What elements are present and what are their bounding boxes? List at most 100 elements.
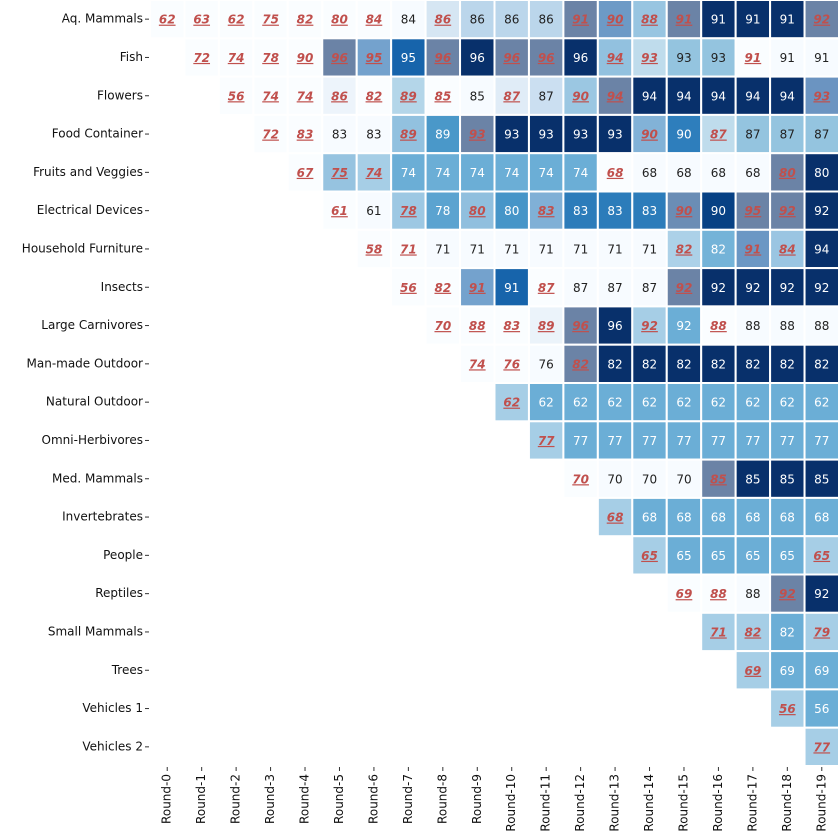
cell-label: 71 xyxy=(573,242,588,256)
cell-label: 96 xyxy=(503,51,520,65)
cell-label: 78 xyxy=(435,204,450,218)
cell-label: 56 xyxy=(400,281,417,295)
cell-label: 83 xyxy=(573,204,588,218)
cell-label: 68 xyxy=(745,166,760,180)
x-tick-label: Round-2 xyxy=(229,774,243,824)
cell-label: 82 xyxy=(780,625,795,639)
cell-label: 74 xyxy=(401,166,416,180)
y-tick-label: Aq. Mammals xyxy=(62,12,143,26)
y-tick-label: Reptiles xyxy=(95,586,143,600)
heatmap-cell xyxy=(700,343,737,385)
cell-label: 56 xyxy=(814,702,829,716)
cell-label: 92 xyxy=(779,204,796,218)
cell-label: 65 xyxy=(813,549,830,563)
heatmap-cell xyxy=(734,267,772,308)
x-tick-label: Round-4 xyxy=(298,774,312,824)
cell-label: 87 xyxy=(780,128,795,142)
heatmap-cell xyxy=(803,228,839,270)
x-tick-label: Round-5 xyxy=(332,774,346,824)
cell-label: 69 xyxy=(780,664,795,678)
cell-label: 93 xyxy=(813,89,830,103)
x-tick-label: Round-1 xyxy=(194,774,208,824)
cell-label: 94 xyxy=(642,89,657,103)
heatmap-cell xyxy=(631,228,668,270)
cell-label: 82 xyxy=(711,357,726,371)
heatmap-cell xyxy=(700,611,737,653)
cell-label: 90 xyxy=(297,51,314,65)
cell-label: 62 xyxy=(573,396,588,410)
cell-label: 74 xyxy=(366,166,383,180)
cell-label: 83 xyxy=(538,204,555,218)
cell-label: 94 xyxy=(780,89,795,103)
cell-label: 68 xyxy=(607,166,624,180)
cell-label: 72 xyxy=(262,128,279,142)
heatmap-cell xyxy=(734,496,772,538)
cell-label: 88 xyxy=(469,319,486,333)
cell-label: 91 xyxy=(745,51,762,65)
cell-label: 91 xyxy=(469,281,486,295)
cell-label: 89 xyxy=(400,89,417,103)
cell-label: 82 xyxy=(642,357,657,371)
cell-label: 92 xyxy=(780,281,795,295)
cell-label: 62 xyxy=(159,13,176,27)
heatmap-cell xyxy=(665,190,703,231)
cell-label: 77 xyxy=(780,434,795,448)
cell-label: 65 xyxy=(711,549,726,563)
cell-label: 87 xyxy=(607,281,622,295)
cell-label: 80 xyxy=(469,204,486,218)
y-tick-label: Household Furniture xyxy=(22,241,143,255)
cell-label: 76 xyxy=(539,357,554,371)
cell-label: 70 xyxy=(572,472,589,486)
cell-label: 80 xyxy=(331,13,348,27)
cell-label: 70 xyxy=(434,319,451,333)
heatmap-cell xyxy=(769,152,806,193)
heatmap-cell xyxy=(562,458,599,499)
cell-label: 70 xyxy=(642,472,657,486)
cell-label: 68 xyxy=(711,511,726,525)
cell-label: 89 xyxy=(400,128,417,142)
cell-label: 96 xyxy=(538,51,555,65)
heatmap-cell xyxy=(527,75,565,116)
cell-label: 82 xyxy=(297,13,314,27)
heatmap-cell xyxy=(665,228,703,270)
cell-label: 82 xyxy=(814,357,829,371)
cell-label: 77 xyxy=(607,434,622,448)
heatmap-cell xyxy=(596,458,634,499)
cell-label: 92 xyxy=(814,281,829,295)
cell-label: 90 xyxy=(676,204,693,218)
heatmap-cell xyxy=(803,458,839,499)
x-tick-label: Round-14 xyxy=(642,774,656,832)
cell-label: 85 xyxy=(710,472,727,486)
cell-label: 74 xyxy=(504,166,519,180)
cell-label: 96 xyxy=(470,51,485,65)
y-tick-label: Man-made Outdoor xyxy=(27,356,144,370)
y-tick-label: Food Container xyxy=(52,127,143,141)
heatmap-cell xyxy=(631,113,668,155)
cell-label: 88 xyxy=(814,319,829,333)
cell-label: 93 xyxy=(711,51,726,65)
heatmap-cell xyxy=(700,37,737,78)
cell-label: 68 xyxy=(642,511,657,525)
heatmap-cell xyxy=(734,343,772,385)
cell-label: 87 xyxy=(642,281,657,295)
cell-label: 90 xyxy=(711,204,726,218)
cell-label: 92 xyxy=(814,587,829,601)
cell-label: 74 xyxy=(573,166,588,180)
cell-label: 82 xyxy=(745,357,760,371)
heatmap-cell xyxy=(390,0,427,40)
cell-label: 90 xyxy=(641,128,658,142)
cell-label: 88 xyxy=(710,587,727,601)
heatmap-cell xyxy=(665,573,703,614)
cell-label: 94 xyxy=(676,89,691,103)
heatmap-cell xyxy=(390,152,427,193)
cell-label: 80 xyxy=(814,166,829,180)
cell-label: 62 xyxy=(711,396,726,410)
heatmap-cell xyxy=(700,228,737,270)
cell-label: 82 xyxy=(366,89,383,103)
heatmap-cell xyxy=(734,382,772,423)
heatmap-cell xyxy=(459,343,496,385)
cell-label: 74 xyxy=(262,89,279,103)
heatmap-cell xyxy=(700,535,737,576)
heatmap-cell xyxy=(321,75,358,116)
